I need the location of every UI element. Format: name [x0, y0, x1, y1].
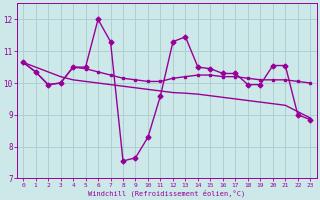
X-axis label: Windchill (Refroidissement éolien,°C): Windchill (Refroidissement éolien,°C) — [88, 189, 245, 197]
